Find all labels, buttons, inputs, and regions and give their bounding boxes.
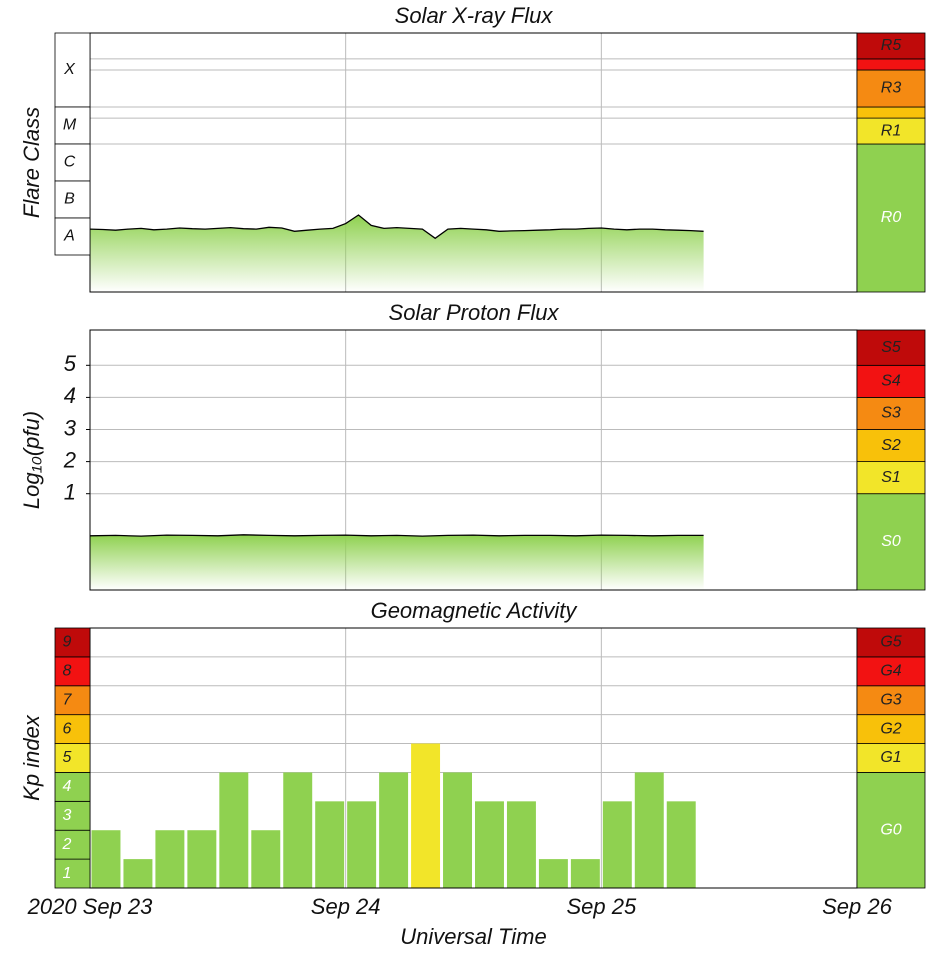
scale-band (856, 493, 926, 591)
scale-label: S5 (881, 339, 901, 356)
kp-bar (411, 743, 441, 888)
y-tick-label: 7 (63, 691, 73, 708)
y-tick-label: 2 (63, 447, 76, 472)
scale-label: R3 (881, 80, 902, 97)
kp-bar (123, 859, 153, 888)
kp-bar (538, 859, 568, 888)
class-box (54, 106, 91, 145)
kp-bar (283, 772, 313, 888)
scale-band (856, 58, 926, 71)
kp-level-box (54, 714, 91, 744)
x-tick-label: Sep 24 (311, 894, 381, 919)
kp-bar (219, 772, 249, 888)
kp-bar (91, 830, 121, 888)
flux-line (89, 534, 704, 537)
scale-label: G2 (880, 720, 901, 737)
scale-label: G0 (880, 821, 901, 838)
kp-level-box (54, 685, 91, 716)
y-axis-label: Kp index (19, 714, 44, 801)
scale-band (856, 627, 926, 658)
scale-band (856, 461, 926, 495)
scale-band (856, 656, 926, 687)
scale-band (856, 685, 926, 716)
scale-band (856, 329, 926, 366)
y-axis-label: Flare Class (19, 107, 44, 218)
kp-bar (570, 859, 600, 888)
class-label: M (63, 117, 77, 134)
x-tick-label: Sep 26 (822, 894, 892, 919)
scale-label: R1 (881, 122, 901, 139)
x-axis-label: Universal Time (400, 924, 547, 949)
y-tick-label: 3 (64, 415, 77, 440)
kp-bar (666, 801, 696, 888)
y-tick-label: 5 (64, 351, 77, 376)
scale-band (856, 32, 926, 60)
scale-label: R5 (881, 37, 902, 54)
kp-bar (347, 801, 377, 888)
scale-label: S2 (881, 437, 901, 454)
class-box (54, 217, 91, 256)
y-tick-label: 2 (62, 836, 72, 853)
flux-line (89, 214, 704, 240)
class-label: A (63, 228, 75, 245)
class-box (54, 32, 91, 108)
class-label: B (64, 191, 75, 208)
x-tick-label: 2020 Sep 23 (27, 894, 154, 919)
kp-level-box (54, 656, 91, 687)
y-tick-label: 4 (64, 383, 76, 408)
y-tick-label: 3 (63, 807, 72, 824)
panel-title: Solar Proton Flux (389, 300, 560, 325)
scale-band (856, 364, 926, 398)
scale-label: S1 (881, 469, 901, 486)
kp-bar (634, 772, 664, 888)
y-tick-label: 1 (63, 865, 72, 882)
y-tick-label: 9 (63, 634, 72, 651)
kp-level-box (54, 858, 91, 889)
kp-level-box (54, 772, 91, 802)
scale-band (856, 143, 926, 293)
scale-label: G1 (880, 749, 901, 766)
x-tick-label: Sep 25 (566, 894, 636, 919)
kp-level-box (54, 743, 91, 773)
kp-level-box (54, 800, 91, 831)
class-label: C (64, 154, 76, 171)
class-label: X (63, 61, 76, 78)
scale-label: G4 (880, 663, 901, 680)
y-tick-label: 6 (63, 720, 72, 737)
scale-band (856, 106, 926, 119)
scale-label: G5 (880, 634, 901, 651)
kp-bar (251, 830, 281, 888)
y-tick-label: 4 (63, 778, 72, 795)
kp-level-box (54, 627, 91, 658)
class-box (54, 143, 91, 182)
y-axis-label: Log₁₀(pfu) (19, 411, 44, 509)
scale-label: R0 (881, 209, 902, 226)
kp-bar (506, 801, 536, 888)
class-box (54, 180, 91, 219)
area-fill (90, 215, 704, 292)
kp-bar (155, 830, 185, 888)
kp-bar (187, 830, 217, 888)
scale-label: S4 (881, 373, 901, 390)
scale-label: S3 (881, 405, 901, 422)
area-fill (90, 534, 704, 590)
scale-band (856, 772, 926, 889)
kp-bar (475, 801, 504, 888)
kp-level-box (54, 829, 91, 860)
kp-bar (379, 772, 409, 888)
scale-label: S0 (881, 533, 901, 550)
panel-title: Solar X-ray Flux (395, 3, 554, 28)
kp-bar (443, 772, 472, 888)
kp-bar (602, 801, 632, 888)
kp-bar (315, 801, 345, 888)
y-tick-label: 8 (63, 663, 72, 680)
scale-label: G3 (880, 691, 901, 708)
y-tick-label: 1 (64, 480, 76, 505)
panel-title: Geomagnetic Activity (371, 598, 579, 623)
y-tick-label: 5 (63, 749, 72, 766)
scale-band (856, 743, 926, 773)
